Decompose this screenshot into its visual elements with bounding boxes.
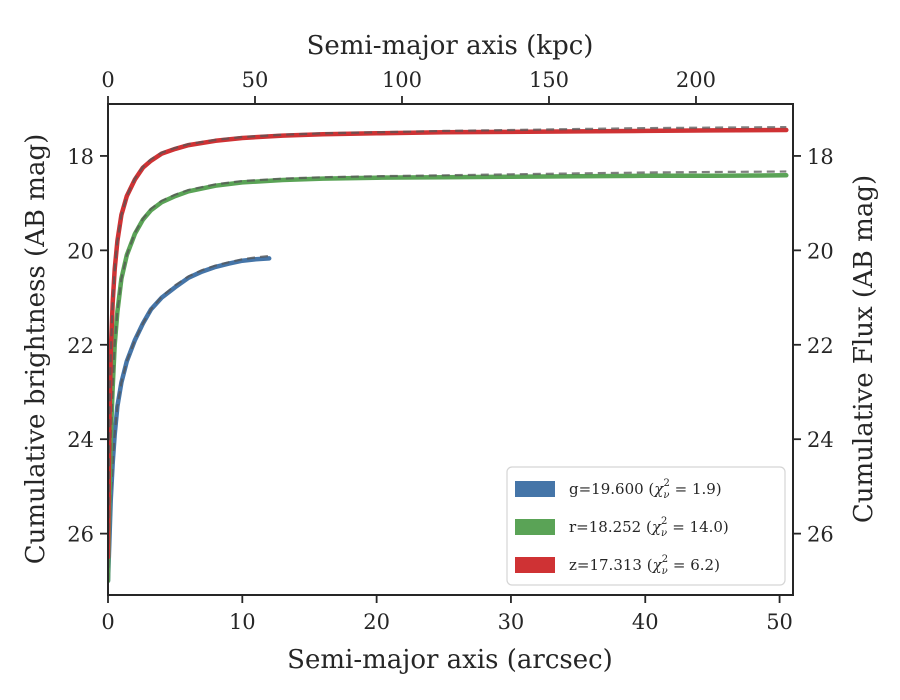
- top-x-tick-label: 0: [101, 68, 114, 92]
- x-tick-label: 40: [632, 610, 659, 634]
- right-y-axis-label: Cumulative Flux (AB mag): [849, 175, 879, 523]
- legend: g=19.600 (χν2 = 1.9) r=18.252 (χν2 = 14.0…: [506, 466, 786, 586]
- y-tick-label: 22: [67, 334, 94, 358]
- top-x-tick-label: 150: [529, 68, 569, 92]
- x-tick-label: 30: [498, 610, 525, 634]
- x-axis-label: Semi-major axis (arcsec): [287, 645, 613, 675]
- right-y-tick-label: 24: [807, 428, 834, 452]
- top-x-tick-label: 200: [676, 68, 716, 92]
- legend-swatch-z: [515, 557, 555, 573]
- series-fit-r: [108, 170, 787, 581]
- top-x-tick-label: 100: [382, 68, 422, 92]
- top-x-axis-label: Semi-major axis (kpc): [307, 31, 594, 61]
- series-fit-g: [108, 254, 270, 581]
- y-tick-label: 24: [67, 428, 94, 452]
- x-tick-label: 0: [101, 610, 114, 634]
- legend-box: [506, 466, 786, 586]
- right-y-tick-label: 26: [807, 523, 834, 547]
- legend-label-z: z=17.313 (χν2 = 6.2): [569, 554, 720, 577]
- series-layer: [108, 126, 789, 584]
- top-x-tick-label: 50: [242, 68, 269, 92]
- legend-label-g: g=19.600 (χν2 = 1.9): [569, 478, 722, 501]
- ticks-layer: 0 10 20 30 40 50 0 50 100 150 200 18 18 20 20 22 22 24 24 2…: [67, 68, 833, 634]
- y-tick-label: 26: [67, 523, 94, 547]
- legend-label-r: r=18.252 (χν2 = 14.0): [569, 516, 729, 539]
- y-axis-label: Cumulative brightness (AB mag): [21, 134, 51, 565]
- legend-swatch-r: [515, 519, 555, 535]
- plot-frame: [107, 103, 794, 596]
- y-tick-label: 18: [67, 145, 94, 169]
- right-y-tick-label: 22: [807, 334, 834, 358]
- x-tick-label: 50: [766, 610, 793, 634]
- y-tick-label: 20: [67, 239, 94, 263]
- x-tick-label: 10: [229, 610, 256, 634]
- legend-swatch-g: [515, 481, 555, 497]
- x-tick-label: 20: [363, 610, 390, 634]
- right-y-tick-label: 20: [807, 239, 834, 263]
- series-line-g: [108, 256, 272, 584]
- series-fit-z: [108, 126, 787, 558]
- right-y-tick-label: 18: [807, 145, 834, 169]
